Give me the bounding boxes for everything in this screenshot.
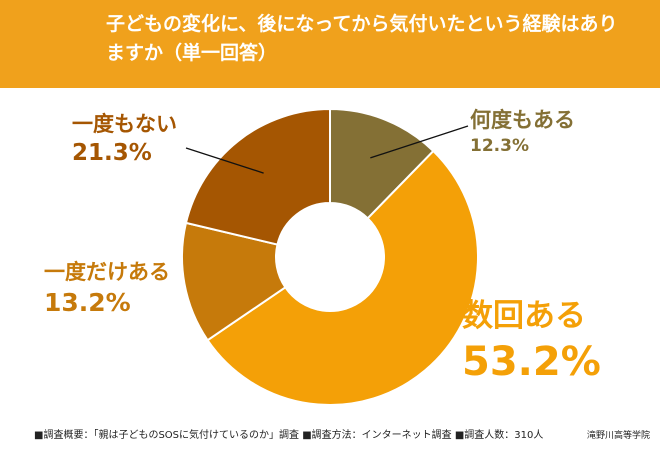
slice-label-1: 数回ある (462, 298, 586, 334)
survey-credit: 滝野川高等学院 (586, 431, 650, 441)
donut-slice-2 (181, 221, 287, 342)
label-group-0: 何度もある 12.3% (470, 104, 575, 156)
slice-value-0: 12.3% (470, 136, 529, 156)
leader-line-0 (370, 125, 469, 159)
slice-value-1: 53.2% (462, 339, 601, 385)
slice-value-3: 21.3% (72, 140, 152, 166)
donut-slice-0 (329, 107, 435, 220)
label-group-1: 数回ある 53.2% (462, 298, 601, 386)
slice-label-0: 何度もある (470, 108, 575, 132)
slice-label-3: 一度もない (72, 112, 177, 136)
slice-label-2: 一度だけある (44, 260, 170, 284)
label-group-3: 一度もない 21.3% (72, 108, 177, 166)
header-banner: 子どもの変化に、後になってから気付いたという経験はありますか（単一回答） (0, 0, 660, 88)
label-group-2: 一度だけある 13.2% (44, 256, 170, 317)
leader-line-3 (185, 147, 264, 174)
donut-slice-3 (184, 107, 331, 246)
slice-value-2: 13.2% (44, 288, 131, 317)
chart-title: 子どもの変化に、後になってから気付いたという経験はありますか（単一回答） (106, 13, 618, 64)
donut-slice-1 (206, 149, 479, 406)
survey-footer: ■調査概要：「親は子どものSOSに気付けているのか」調査 ■調査方法：インターネ… (34, 430, 544, 441)
